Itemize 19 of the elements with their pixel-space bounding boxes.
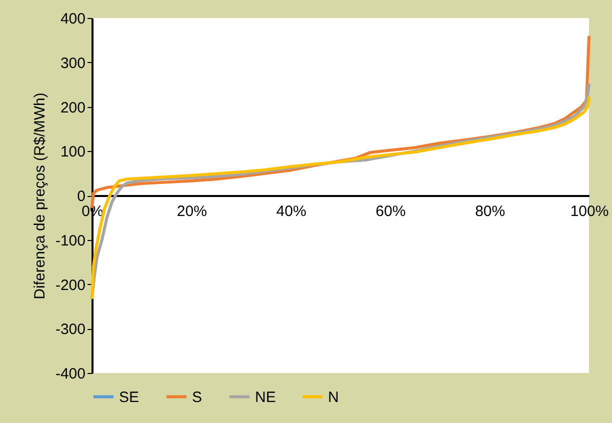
x-tick-label: 100%: [570, 203, 609, 220]
y-tick-label: -300: [55, 321, 86, 338]
y-tick-label: 0: [77, 188, 86, 205]
legend-label: N: [328, 388, 339, 406]
y-tick-label: -100: [55, 232, 86, 250]
x-tick-label: 80%: [475, 203, 506, 220]
legend-label: S: [192, 388, 202, 406]
y-tick-label: 100: [60, 144, 86, 161]
y-tick-label: 400: [60, 10, 86, 28]
y-axis-title: Diferença de preços (R$/MWh): [31, 92, 48, 300]
y-tick-label: 200: [60, 99, 86, 116]
y-tick-label: -200: [55, 276, 86, 294]
x-tick-label: 40%: [276, 203, 306, 220]
y-tick-label: 300: [60, 54, 86, 72]
x-tick-label: 20%: [176, 203, 207, 220]
legend-label: NE: [255, 388, 276, 406]
legend-label: SE: [119, 388, 140, 406]
x-tick-label: 60%: [376, 203, 406, 220]
y-tick-label: -400: [55, 366, 86, 382]
